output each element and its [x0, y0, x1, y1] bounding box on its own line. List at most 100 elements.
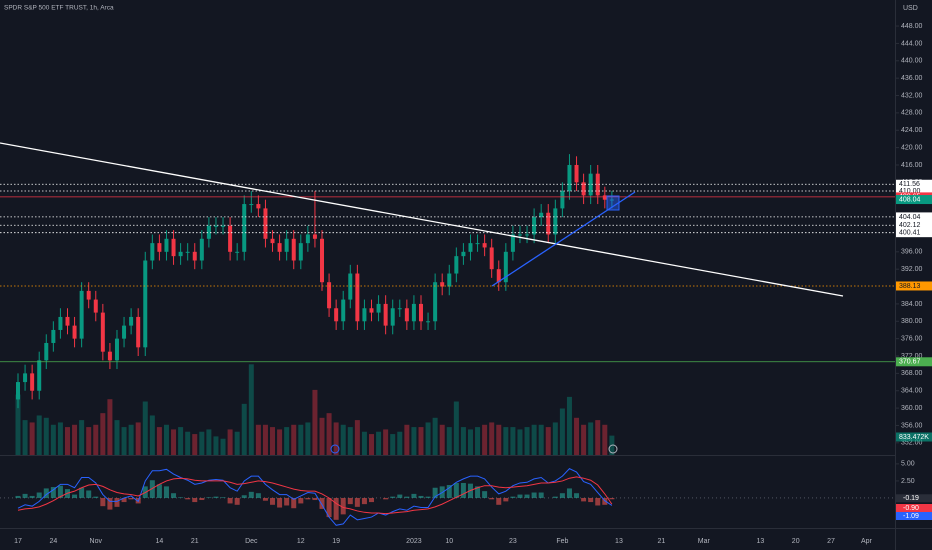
- volume-bar: [171, 429, 177, 455]
- macd-histogram-bar: [121, 497, 127, 503]
- candle-body: [284, 238, 289, 252]
- candle-body: [270, 238, 275, 244]
- drawing-handle[interactable]: [606, 195, 620, 211]
- x-tick-label: Feb: [556, 538, 568, 545]
- macd-histogram-bar: [418, 495, 424, 498]
- trend-line: [0, 142, 844, 297]
- candle-body: [79, 290, 84, 339]
- volume-bar: [326, 413, 332, 455]
- candle-body: [122, 325, 127, 339]
- candle-body: [496, 269, 501, 283]
- macd-histogram-bar: [248, 491, 254, 498]
- volume-bar: [439, 424, 445, 455]
- candle-body: [44, 342, 49, 361]
- price-level-tag: [896, 186, 932, 196]
- volume-bar: [22, 420, 28, 455]
- volume-bar: [291, 424, 297, 455]
- y-tick-label: 376.00: [901, 335, 923, 342]
- candle-body: [341, 299, 346, 322]
- macd-histogram-bar: [503, 497, 509, 502]
- candle-body: [107, 351, 112, 361]
- volume-bar: [559, 408, 565, 455]
- candle-body: [185, 251, 190, 253]
- macd-histogram-bar: [171, 493, 177, 498]
- macd-histogram-bar: [43, 488, 49, 498]
- volume-bar: [602, 424, 608, 455]
- candle-body: [411, 303, 416, 322]
- dividend-icon[interactable]: [330, 444, 340, 454]
- candle-body: [560, 191, 565, 209]
- volume-bar: [107, 399, 113, 455]
- last-price-label: 408.04: [899, 196, 921, 203]
- trend-line: [491, 191, 636, 287]
- macd-histogram-bar: [93, 496, 99, 498]
- x-tick-label: Mar: [698, 538, 711, 545]
- macd-histogram-bar: [460, 482, 466, 498]
- volume-bar: [319, 417, 325, 455]
- macd-histogram-bar: [192, 497, 198, 503]
- y-tick-label: 372.00: [901, 353, 923, 360]
- volume-bar: [552, 422, 558, 455]
- volume-bar: [270, 427, 276, 455]
- volume-bar: [460, 427, 466, 455]
- macd-histogram-bar: [369, 497, 374, 503]
- volume-bar: [510, 427, 516, 455]
- macd-tick-label: 2.50: [901, 478, 915, 485]
- macd-histogram-bar: [213, 496, 219, 498]
- last-price-tag: [896, 195, 932, 205]
- candle-body: [588, 173, 593, 196]
- volume-bar: [496, 424, 502, 455]
- candle-body: [312, 234, 317, 239]
- candle-body: [510, 234, 515, 252]
- candle-body: [164, 238, 169, 252]
- volume-bar: [531, 424, 537, 455]
- macd-histogram-bar: [284, 497, 290, 506]
- macd-histogram-bar: [305, 497, 311, 500]
- earnings-icon[interactable]: [608, 444, 618, 454]
- macd-histogram-bar: [595, 497, 601, 506]
- candle-body: [256, 204, 261, 209]
- x-tick-label: 2023: [406, 538, 422, 545]
- candle-body: [298, 243, 303, 261]
- candle-body: [418, 303, 423, 322]
- volume-bar: [446, 427, 452, 455]
- volume-bar: [178, 427, 184, 455]
- candle-body: [461, 251, 466, 257]
- macd-histogram-bar: [50, 487, 56, 498]
- volume-bar: [376, 431, 382, 455]
- x-tick-label: Nov: [90, 538, 103, 545]
- candle-body: [16, 382, 20, 400]
- candle-body: [327, 282, 332, 309]
- macd-histogram-bar: [298, 497, 304, 504]
- plot: 17 24 Nov 14 21 Dec 12 19 2023 10 23 Feb 13 21 Mar 13 20…: [0, 23, 932, 545]
- macd-value-label: -1.09: [903, 513, 919, 520]
- volume-bar: [566, 396, 572, 455]
- macd-histogram-bar: [114, 497, 120, 507]
- candle-body: [454, 256, 459, 274]
- macd-histogram-bar: [609, 497, 615, 500]
- macd-histogram-bar: [411, 493, 417, 498]
- price-level-label: 388.13: [899, 283, 921, 290]
- macd-histogram-bar: [178, 497, 184, 498]
- candle-body: [581, 182, 586, 196]
- candle-body: [65, 316, 70, 326]
- y-tick-label: 420.00: [901, 144, 923, 151]
- macd-histogram-bar: [482, 491, 488, 498]
- candle-body: [355, 273, 360, 322]
- y-tick-label: 396.00: [901, 249, 923, 256]
- candle-body: [482, 243, 487, 248]
- y-tick-label: 424.00: [901, 127, 923, 134]
- volume-bar: [100, 413, 106, 455]
- candle-body: [397, 308, 402, 310]
- candle-body: [574, 164, 579, 183]
- macd-histogram-bar: [57, 485, 63, 498]
- volume-bar: [361, 431, 367, 455]
- volume-bar: [581, 424, 587, 455]
- candle-body: [468, 243, 473, 252]
- volume-bar: [248, 364, 254, 455]
- y-tick-label: 428.00: [901, 110, 923, 117]
- candle-body: [567, 164, 572, 192]
- macd-histogram-bar: [581, 497, 587, 502]
